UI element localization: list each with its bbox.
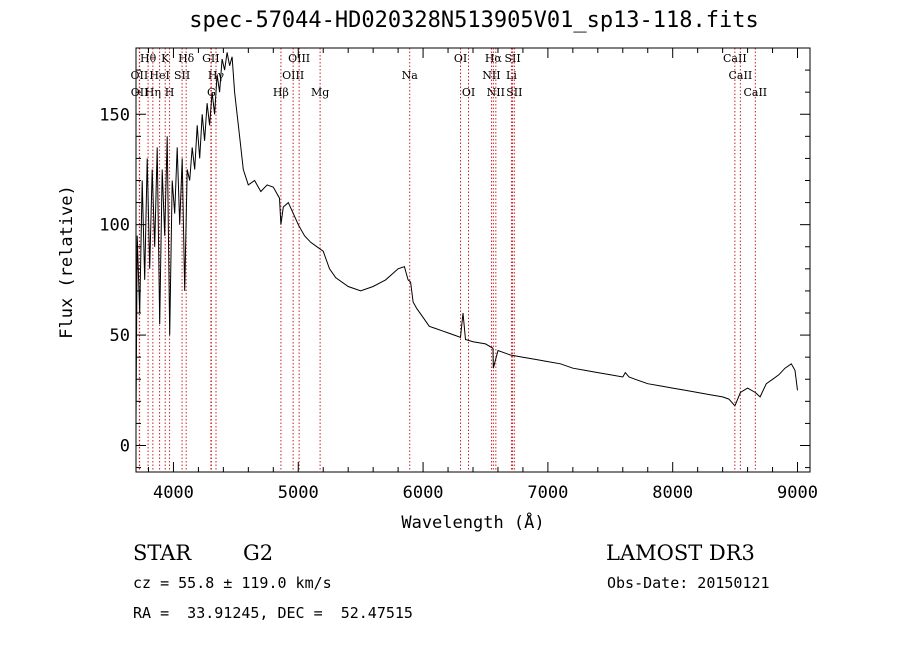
line-label-Hα: Hα: [485, 52, 503, 65]
x-tick-label: 5000: [278, 483, 319, 503]
line-label-Na: Na: [402, 69, 419, 82]
line-label-CaII: CaII: [729, 69, 753, 82]
line-label-OI: OI: [454, 52, 467, 65]
line-label-NII: NII: [487, 86, 505, 99]
coords-line: RA = 33.91245, DEC = 52.47515: [133, 604, 413, 622]
line-label-CaII: CaII: [723, 52, 747, 65]
chart-title: spec-57044-HD020328N513905V01_sp13-118.f…: [189, 8, 759, 33]
line-label-G: G: [207, 86, 216, 99]
line-label-Mg: Mg: [311, 86, 329, 99]
line-label-Hη: Hη: [145, 86, 161, 99]
line-label-SII: SII: [506, 86, 522, 99]
line-label-Li: Li: [506, 69, 517, 82]
class-label: STAR: [133, 541, 192, 565]
line-label-K: K: [161, 52, 170, 65]
line-label-OIII: OIII: [288, 52, 310, 65]
line-label-OII: OII: [131, 69, 149, 82]
cz-line: cz = 55.8 ± 119.0 km/s: [133, 574, 332, 592]
line-label-Hθ: Hθ: [140, 52, 157, 65]
x-tick-label: 4000: [153, 483, 194, 503]
line-label-H: H: [165, 86, 175, 99]
y-tick-label: 100: [99, 216, 130, 236]
line-label-OI: OI: [462, 86, 475, 99]
y-tick-label: 150: [99, 105, 130, 125]
obs-date: Obs-Date: 20150121: [607, 574, 770, 592]
line-label-GII: GII: [202, 52, 219, 65]
y-axis-label: Flux (relative): [57, 185, 77, 339]
line-label-Hδ: Hδ: [178, 52, 195, 65]
survey-label: LAMOST DR3: [606, 541, 755, 565]
x-tick-label: 8000: [652, 483, 693, 503]
y-tick-label: 50: [110, 326, 130, 346]
line-label-CaII: CaII: [743, 86, 767, 99]
x-axis-label: Wavelength (Å): [401, 511, 544, 533]
line-label-Hβ: Hβ: [273, 86, 289, 99]
line-label-Hγ: Hγ: [208, 69, 225, 82]
spectrum-line: [135, 52, 798, 424]
x-tick-label: 6000: [403, 483, 444, 503]
line-label-SII: SII: [174, 69, 190, 82]
subclass-label: G2: [243, 541, 274, 565]
x-tick-label: 7000: [527, 483, 568, 503]
line-label-NII: NII: [482, 69, 500, 82]
line-label-HeI: HeI: [149, 69, 169, 82]
line-label-OIII: OIII: [282, 69, 304, 82]
line-label-SII: SII: [504, 52, 520, 65]
x-tick-label: 9000: [777, 483, 818, 503]
y-tick-label: 0: [120, 437, 130, 457]
